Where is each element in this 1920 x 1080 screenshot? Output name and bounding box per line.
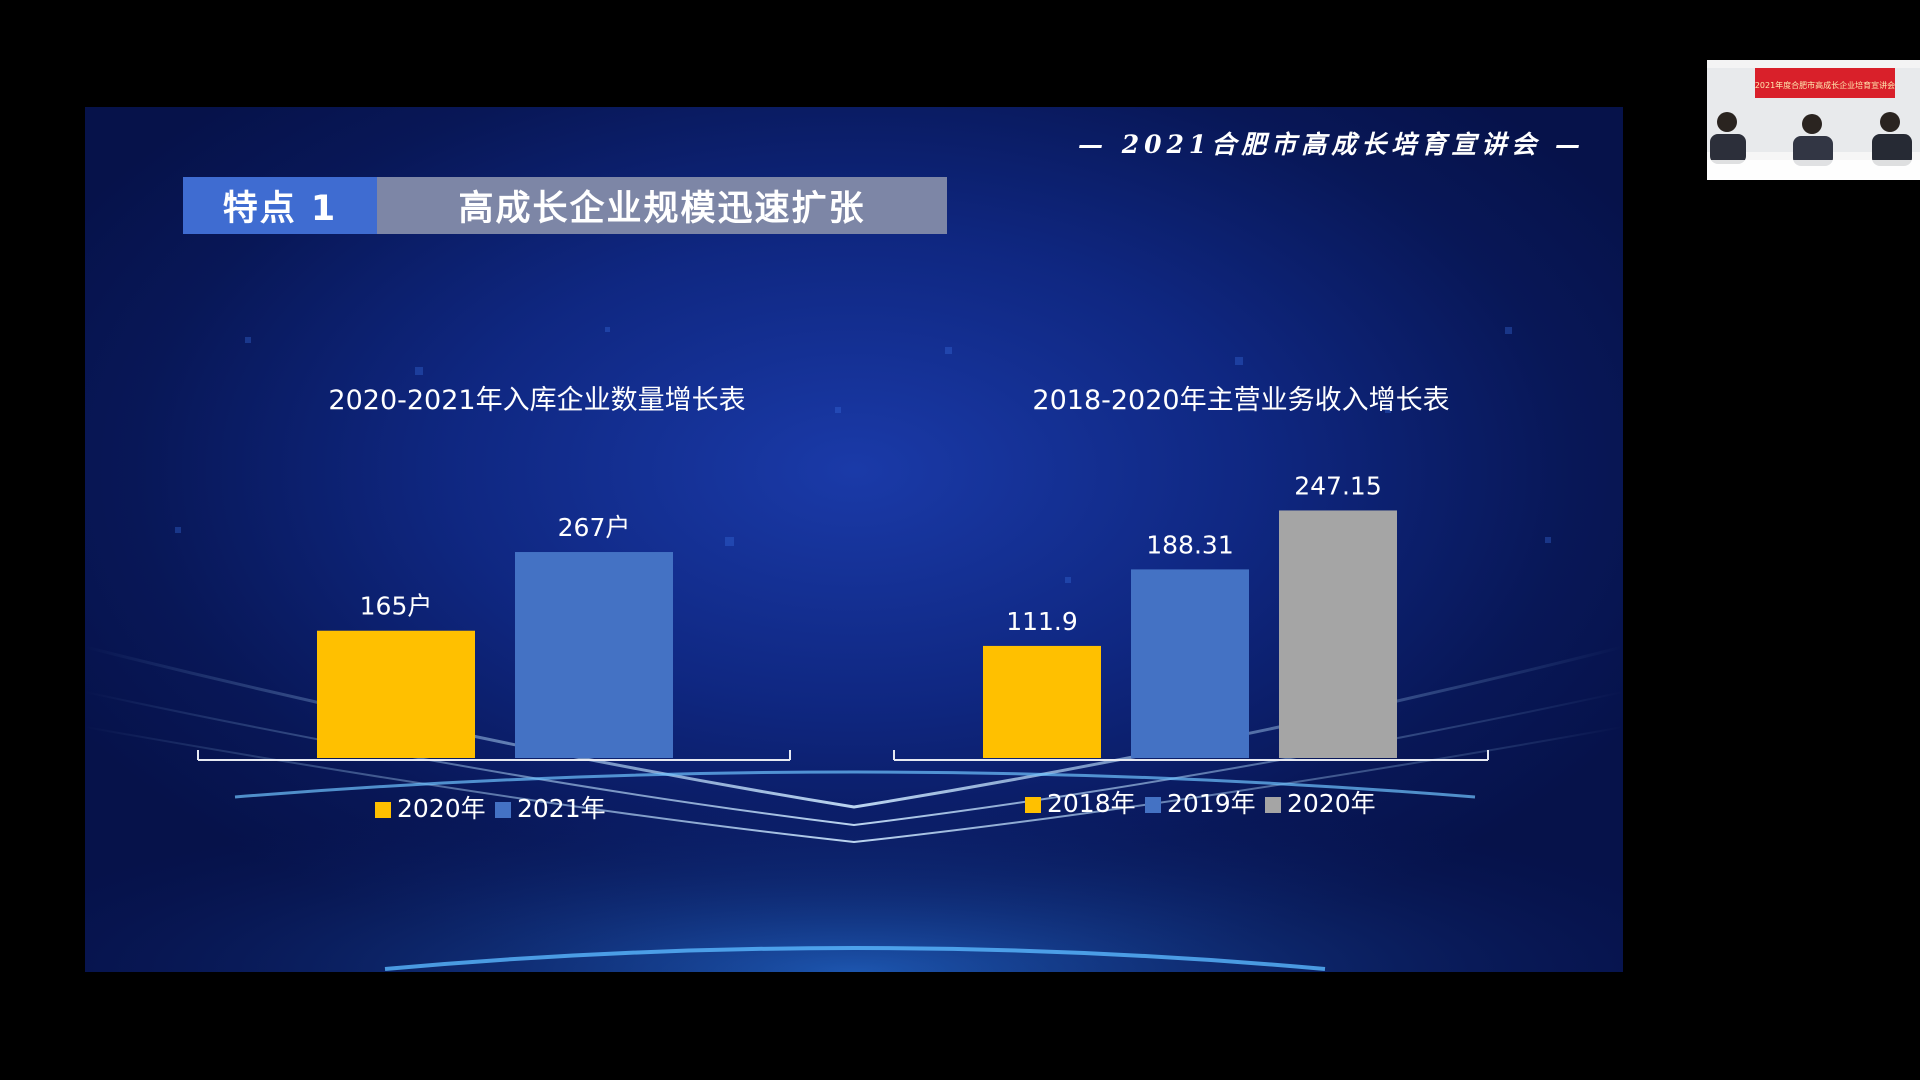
chart2-legend-label-3: 2020年: [1287, 789, 1376, 818]
chart1-title: 2020-2021年入库企业数量增长表: [328, 385, 745, 416]
chart2-data-label-2: 188.31: [1146, 530, 1233, 559]
chart2-title: 2018-2020年主营业务收入增长表: [1032, 385, 1449, 416]
chart1-legend-label-2: 2021年: [517, 794, 606, 823]
chart1-bar-1: [317, 630, 475, 758]
chart1-data-label-2: 267户: [558, 513, 631, 542]
chart2-data-label-1: 111.9: [1006, 607, 1078, 636]
webcam-scene: 2021年度合肥市高成长企业培育宣讲会: [1707, 60, 1920, 180]
chart1-legend-swatch-2: [495, 802, 511, 818]
chart2-legend-swatch-2: [1145, 797, 1161, 813]
webcam-banner: [1755, 68, 1895, 98]
feature-number: 特点 1: [183, 177, 377, 234]
webcam-video-feed: 2021年度合肥市高成长企业培育宣讲会: [1707, 60, 1920, 180]
chart1-legend-swatch-1: [375, 802, 391, 818]
chart2-bar-3: [1279, 510, 1397, 758]
chart2-bar-1: [983, 645, 1101, 758]
chart1-data-label-1: 165户: [360, 592, 433, 621]
chart2-data-label-3: 247.15: [1294, 471, 1381, 500]
chart1-legend-label-1: 2020年: [397, 794, 486, 823]
feature-badge: 特点 1 高成长企业规模迅速扩张: [183, 177, 947, 234]
presentation-slide: — 2021合肥市高成长培育宣讲会 — 特点 1 高成长企业规模迅速扩张 202…: [85, 107, 1623, 972]
chart2-bar-2: [1131, 569, 1249, 758]
slide-header-text: — 2021合肥市高成长培育宣讲会 —: [1078, 130, 1585, 159]
webcam-banner-text: 2021年度合肥市高成长企业培育宣讲会: [1755, 80, 1895, 90]
charts-canvas: 2020-2021年入库企业数量增长表 165户 267户 2020年 2021年 201…: [197, 385, 1489, 823]
feature-title: 高成长企业规模迅速扩张: [377, 177, 947, 234]
chart2-legend-swatch-1: [1025, 797, 1041, 813]
chart2-legend-label-1: 2018年: [1047, 789, 1136, 818]
chart2-legend-swatch-3: [1265, 797, 1281, 813]
chart2-legend-label-2: 2019年: [1167, 789, 1256, 818]
chart1-bar-2: [515, 552, 673, 758]
